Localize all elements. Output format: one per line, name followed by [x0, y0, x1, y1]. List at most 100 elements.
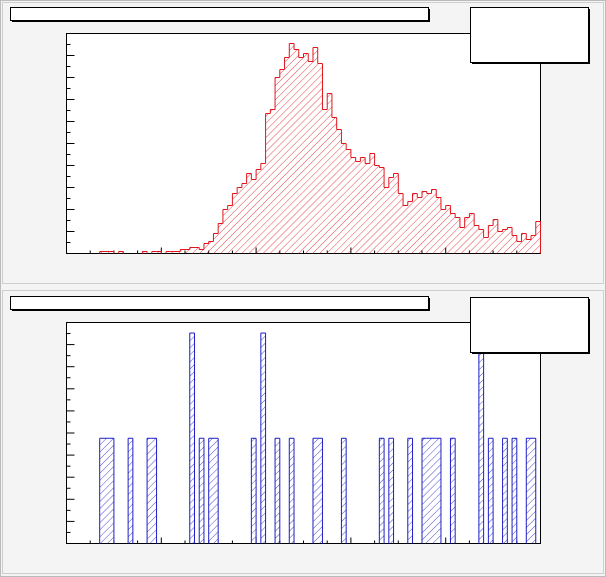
bar: [502, 438, 508, 544]
bar: [478, 229, 484, 254]
bar: [104, 251, 110, 254]
bar: [232, 193, 238, 254]
bar: [526, 239, 532, 254]
bar: [275, 77, 280, 254]
bar: [431, 438, 437, 544]
bar: [516, 241, 522, 254]
bar: [317, 438, 323, 544]
bar: [251, 438, 257, 544]
stat-box: [470, 7, 589, 63]
bar: [388, 438, 394, 544]
bar: [109, 438, 114, 544]
bar: [346, 149, 351, 254]
bar: [474, 225, 479, 254]
bar: [526, 438, 532, 544]
bar: [531, 438, 536, 544]
bar: [260, 163, 266, 254]
bar: [189, 247, 195, 254]
bar: [379, 167, 385, 254]
histogram: [66, 322, 541, 544]
bar: [497, 231, 503, 254]
bar: [284, 57, 290, 254]
bar: [440, 209, 446, 254]
bar: [422, 438, 427, 544]
bar: [180, 249, 185, 254]
bar: [369, 153, 375, 254]
bar: [270, 109, 276, 254]
bar: [445, 205, 451, 254]
bar: [218, 223, 223, 254]
bar: [403, 205, 408, 254]
frame: [66, 322, 541, 544]
bar: [483, 237, 489, 254]
bar: [227, 205, 233, 254]
bar: [260, 333, 266, 544]
bar: [251, 179, 257, 254]
bar: [241, 183, 247, 254]
bar: [422, 191, 427, 254]
bar: [222, 209, 228, 254]
bar: [407, 438, 413, 544]
histogram: [66, 33, 541, 254]
bar: [166, 251, 171, 254]
bar: [308, 61, 313, 254]
bar: [469, 213, 475, 254]
bar: [478, 333, 484, 544]
bar: [531, 235, 536, 254]
bar: [436, 438, 441, 544]
bar: [294, 49, 299, 254]
bar: [521, 233, 527, 254]
bar: [265, 113, 271, 254]
bar: [175, 251, 181, 254]
bar: [151, 438, 157, 544]
bar: [303, 53, 309, 254]
bar: [459, 227, 465, 254]
bar: [298, 57, 304, 254]
bar: [237, 187, 242, 254]
bar: [109, 251, 114, 254]
bar: [246, 173, 252, 254]
bar: [208, 438, 214, 544]
bar: [317, 63, 323, 254]
bar: [99, 438, 105, 544]
bar: [203, 243, 209, 254]
bar: [189, 333, 195, 544]
bar: [398, 193, 404, 254]
bar: [156, 251, 162, 254]
bar: [341, 143, 347, 254]
bar: [289, 438, 295, 544]
bar: [341, 438, 347, 544]
bar: [336, 129, 342, 254]
bar: [256, 169, 261, 254]
bar: [374, 165, 380, 254]
bar: [322, 109, 328, 254]
bar: [507, 227, 513, 254]
bar: [436, 197, 441, 254]
bar: [417, 197, 422, 254]
bar: [512, 235, 517, 254]
bar: [488, 225, 494, 254]
bar: [407, 201, 413, 254]
bar: [431, 189, 437, 254]
bar: [142, 251, 148, 254]
bar: [379, 438, 385, 544]
bar: [450, 213, 456, 254]
bar: [213, 438, 219, 544]
bar: [289, 43, 295, 254]
bar: [185, 249, 190, 254]
bar: [275, 438, 280, 544]
bar: [455, 217, 460, 254]
bar: [170, 251, 176, 254]
bar: [512, 438, 517, 544]
bar: [355, 161, 361, 254]
bar: [426, 193, 432, 254]
bar: [388, 177, 394, 254]
bar: [502, 229, 508, 254]
bar: [213, 233, 219, 254]
bar: [412, 193, 418, 254]
stat-box: [470, 297, 589, 353]
bar: [365, 163, 370, 254]
bar: [151, 251, 157, 254]
bar: [199, 249, 204, 254]
